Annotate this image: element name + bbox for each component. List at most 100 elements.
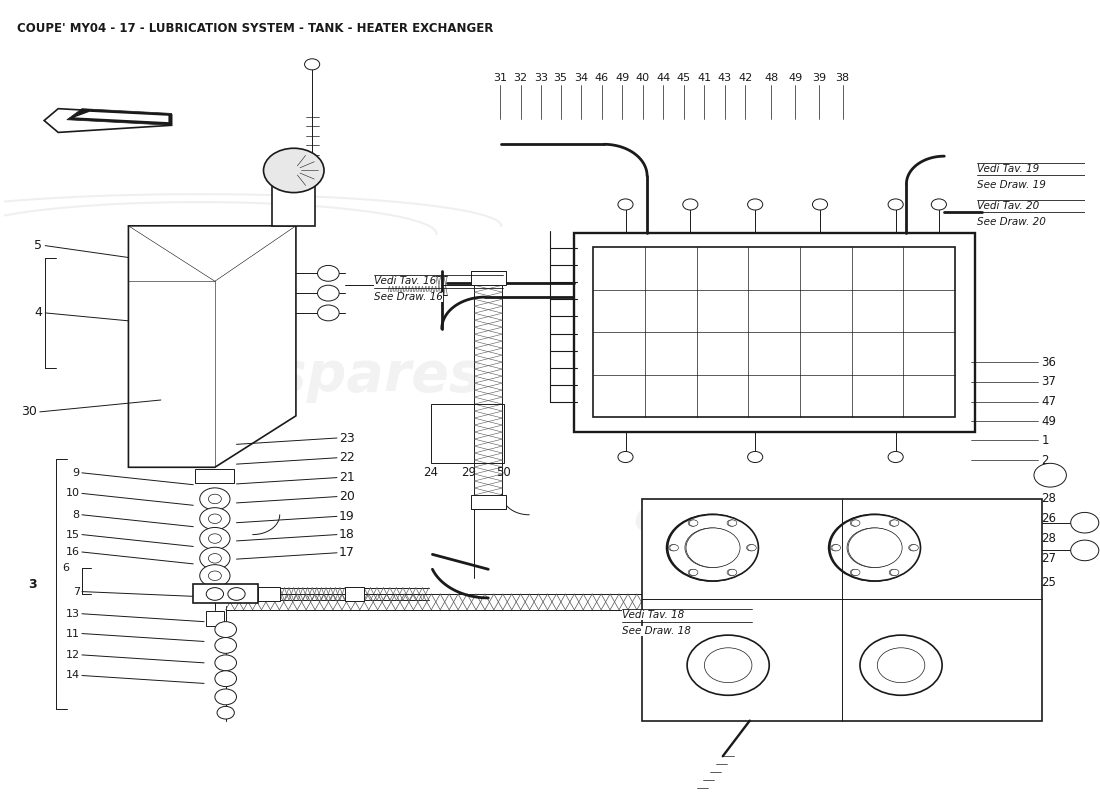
Text: 20: 20 <box>339 490 355 503</box>
Text: 6: 6 <box>62 563 69 573</box>
Circle shape <box>878 648 925 682</box>
Circle shape <box>618 199 634 210</box>
Circle shape <box>318 286 339 301</box>
Text: 24: 24 <box>424 466 439 479</box>
Circle shape <box>214 638 236 654</box>
Text: Vedi Tav. 20: Vedi Tav. 20 <box>977 201 1038 211</box>
Circle shape <box>728 570 737 575</box>
Text: 3: 3 <box>28 578 36 590</box>
Text: 8: 8 <box>73 510 80 520</box>
Text: 48: 48 <box>764 74 779 83</box>
Circle shape <box>689 520 696 526</box>
Text: 34: 34 <box>574 74 589 83</box>
Text: 41: 41 <box>697 74 712 83</box>
Text: 37: 37 <box>1042 375 1056 388</box>
Circle shape <box>214 670 236 686</box>
Circle shape <box>200 565 230 587</box>
Circle shape <box>728 520 737 526</box>
Text: 28: 28 <box>1042 532 1056 545</box>
Text: 32: 32 <box>514 74 528 83</box>
Circle shape <box>850 520 859 526</box>
Text: Vedi Tav. 18: Vedi Tav. 18 <box>623 610 684 620</box>
Circle shape <box>208 514 221 523</box>
Circle shape <box>704 648 752 682</box>
Circle shape <box>200 527 230 550</box>
Circle shape <box>228 588 245 600</box>
Circle shape <box>667 514 757 581</box>
Circle shape <box>727 570 736 575</box>
Bar <box>258 587 279 601</box>
Bar <box>206 611 223 626</box>
Circle shape <box>860 635 942 695</box>
Circle shape <box>1070 513 1099 533</box>
Circle shape <box>690 520 697 526</box>
Circle shape <box>214 655 236 670</box>
Text: See Draw. 20: See Draw. 20 <box>977 217 1046 227</box>
Text: 49: 49 <box>615 74 629 83</box>
Bar <box>471 271 506 286</box>
Text: 14: 14 <box>66 670 80 681</box>
Circle shape <box>208 534 221 543</box>
Text: 2: 2 <box>1042 454 1049 466</box>
Text: 39: 39 <box>812 74 826 83</box>
Circle shape <box>909 545 917 551</box>
Circle shape <box>618 451 634 462</box>
Circle shape <box>829 514 921 581</box>
Text: 22: 22 <box>339 451 355 464</box>
Text: 10: 10 <box>66 489 80 498</box>
Text: eurospares: eurospares <box>632 496 932 542</box>
Text: 11: 11 <box>66 629 80 638</box>
Text: 19: 19 <box>339 510 355 523</box>
Text: 7: 7 <box>73 586 80 597</box>
Bar <box>272 182 316 226</box>
Circle shape <box>200 547 230 570</box>
Text: 49: 49 <box>1042 415 1056 428</box>
Text: 29: 29 <box>461 466 476 479</box>
Circle shape <box>890 520 899 526</box>
Text: 50: 50 <box>496 466 510 479</box>
Circle shape <box>214 689 236 705</box>
Circle shape <box>847 528 901 567</box>
Circle shape <box>685 528 739 567</box>
Circle shape <box>686 528 740 567</box>
Circle shape <box>208 554 221 563</box>
Bar <box>641 499 1042 721</box>
Circle shape <box>910 545 918 551</box>
Text: 12: 12 <box>66 650 80 660</box>
Circle shape <box>208 571 221 581</box>
Text: 4: 4 <box>34 306 42 319</box>
Circle shape <box>851 520 860 526</box>
Circle shape <box>683 199 697 210</box>
Text: 17: 17 <box>339 546 355 559</box>
Text: 43: 43 <box>718 74 732 83</box>
Circle shape <box>832 545 840 551</box>
Circle shape <box>200 508 230 530</box>
Circle shape <box>690 570 697 575</box>
Circle shape <box>214 622 236 638</box>
Bar <box>573 233 975 432</box>
Polygon shape <box>44 109 172 133</box>
Circle shape <box>688 635 769 695</box>
Text: Vedi Tav. 16: Vedi Tav. 16 <box>374 276 436 286</box>
Bar <box>196 469 234 483</box>
Circle shape <box>888 451 903 462</box>
Circle shape <box>318 305 339 321</box>
Text: 44: 44 <box>657 74 670 83</box>
Text: COUPE' MY04 - 17 - LUBRICATION SYSTEM - TANK - HEATER EXCHANGER: COUPE' MY04 - 17 - LUBRICATION SYSTEM - … <box>18 22 494 34</box>
Circle shape <box>889 520 898 526</box>
Text: 25: 25 <box>1042 575 1056 589</box>
Circle shape <box>1034 463 1066 487</box>
Text: 31: 31 <box>493 74 507 83</box>
Text: 42: 42 <box>738 74 752 83</box>
Circle shape <box>1070 540 1099 561</box>
Circle shape <box>206 588 223 600</box>
Circle shape <box>890 570 899 575</box>
Text: 15: 15 <box>66 530 80 539</box>
Text: 16: 16 <box>66 547 80 557</box>
Circle shape <box>889 570 898 575</box>
Polygon shape <box>67 109 172 126</box>
Circle shape <box>208 494 221 504</box>
Circle shape <box>748 199 762 210</box>
Circle shape <box>200 488 230 510</box>
Text: 38: 38 <box>836 74 850 83</box>
